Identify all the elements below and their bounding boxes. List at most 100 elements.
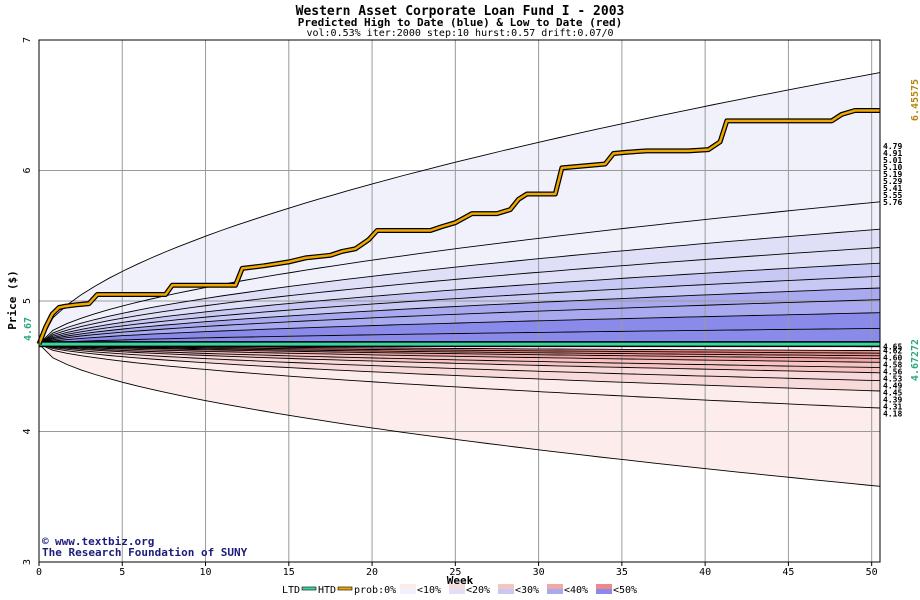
- chart-subtitle: Predicted High to Date (blue) & Low to D…: [297, 16, 623, 29]
- quantile-lines: [38, 72, 881, 487]
- x-tick-label: 5: [119, 567, 125, 578]
- chart-parameters: vol:0.53% iter:2000 step:10 hurst:0.57 d…: [306, 28, 614, 39]
- quantile-end-label: 5.41: [883, 184, 902, 193]
- upper-band-4: [39, 263, 880, 345]
- legend-swatch-blue-0: [400, 589, 416, 594]
- legend-label-band-0: <10%: [417, 585, 441, 596]
- upper-band-1: [39, 201, 880, 345]
- lower-band-6: [39, 344, 880, 363]
- quantile-line-20: [38, 343, 881, 354]
- y-axis-label: Price ($): [6, 270, 19, 330]
- x-tick-label: 50: [866, 567, 878, 578]
- upper-band-2: [39, 229, 880, 345]
- quantile-end-label: 4.39: [883, 396, 902, 405]
- watermark-url: www.textbiz.org: [55, 535, 154, 548]
- quantile-end-label: 4.91: [883, 149, 902, 158]
- quantile-line-19: [38, 343, 881, 357]
- quantile-line-2: [38, 228, 881, 345]
- quantile-line-16: [38, 343, 881, 369]
- quantile-line-13: [38, 343, 881, 392]
- quantile-end-label: 4.18: [883, 410, 902, 419]
- legend-label-band-1: <20%: [466, 585, 490, 596]
- legend-label-ltd: LTD: [282, 585, 300, 596]
- quantile-end-label: 4.49: [883, 382, 902, 391]
- quantile-line-5: [38, 275, 881, 345]
- quantile-end-label: 4.31: [883, 403, 902, 412]
- watermark-org: The Research Foundation of SUNY: [42, 546, 248, 559]
- chart-title: Western Asset Corporate Loan Fund I - 20…: [295, 4, 625, 19]
- quantile-end-label: 4.65: [883, 343, 902, 352]
- y-tick-label: 6: [22, 167, 33, 173]
- x-tick-label: 25: [449, 567, 461, 578]
- quantile-line-11: [38, 343, 881, 487]
- legend-swatch-red-3: [547, 584, 563, 589]
- quantile-line-0: [38, 72, 881, 345]
- ltd-value-label: 4.67272: [910, 339, 920, 381]
- upper-band-3: [39, 247, 880, 345]
- quantile-line-7: [38, 299, 881, 345]
- quantile-line-14: [38, 343, 881, 382]
- start-price-label: 4.67: [23, 317, 34, 341]
- legend-swatch-blue-3: [547, 589, 563, 594]
- quantile-line-4: [38, 262, 881, 345]
- quantile-line-6: [38, 287, 881, 345]
- quantile-end-label: 5.19: [883, 170, 902, 179]
- y-tick-label: 7: [22, 37, 33, 43]
- y-tick-label: 5: [22, 298, 33, 304]
- plot-frame: [38, 39, 881, 563]
- legend-label-band-3: <40%: [564, 585, 588, 596]
- quantile-end-label: 5.76: [883, 198, 902, 207]
- quantile-line-17: [38, 343, 881, 363]
- legend-swatch-red-1: [449, 584, 465, 589]
- quantile-line-1: [38, 201, 881, 345]
- htd-value-label: 6.45575: [910, 79, 920, 121]
- quantile-end-label: 5.10: [883, 163, 902, 172]
- legend-swatch-htd: [337, 586, 353, 591]
- lower-band-5: [39, 344, 880, 368]
- legend-swatch-blue-2: [498, 589, 514, 594]
- htd-line: [37, 109, 880, 345]
- quantile-line-18: [38, 343, 881, 359]
- quantile-end-label: 5.55: [883, 191, 902, 200]
- quantile-line-15: [38, 343, 881, 374]
- legend-swatch-red-0: [400, 584, 416, 589]
- legend-swatch-red-4: [596, 584, 612, 589]
- upper-band-6: [39, 288, 880, 345]
- quantile-end-label: 4.53: [883, 375, 902, 384]
- quantile-end-labels: 4.65 5.765.555.415.295.195.105.014.914.79…: [883, 142, 902, 419]
- upper-band-7: [39, 299, 880, 345]
- x-tick-label: 40: [699, 567, 711, 578]
- legend-label-band-2: <30%: [515, 585, 539, 596]
- legend-swatch-ltd: [301, 586, 317, 591]
- x-tick-label: 10: [200, 567, 212, 578]
- legend-swatch-red-2: [498, 584, 514, 589]
- legend-label-band-4: <50%: [613, 585, 637, 596]
- quantile-end-label: 4.60: [883, 354, 902, 363]
- quantile-line-8: [38, 312, 881, 345]
- quantile-end-label: 4.79: [883, 142, 902, 151]
- lower-band-4: [39, 344, 880, 373]
- legend-swatch-blue-4: [596, 589, 612, 594]
- y-tick-label: 3: [22, 559, 33, 565]
- lower-band-3: [39, 344, 880, 381]
- quantile-end-label: 5.01: [883, 156, 902, 165]
- lower-band-2: [39, 344, 880, 391]
- legend-swatch-blue-1: [449, 589, 465, 594]
- x-tick-label: 35: [616, 567, 628, 578]
- copyright-symbol: ©: [42, 535, 49, 548]
- quantile-end-label: 4.62: [883, 347, 902, 356]
- y-tick-label: 4: [22, 428, 33, 434]
- quantile-line-3: [38, 247, 881, 345]
- quantile-line-9: [38, 327, 881, 345]
- x-tick-label: 30: [533, 567, 545, 578]
- quantile-end-label: 4.58: [883, 361, 902, 370]
- quantile-end-label: 5.29: [883, 177, 902, 186]
- legend-label-prob: prob:0%: [354, 585, 396, 596]
- x-tick-label: 15: [283, 567, 295, 578]
- quantile-end-label: 4.45: [883, 389, 902, 398]
- upper-band-0: [39, 72, 880, 345]
- legend-label-htd: HTD: [318, 585, 336, 596]
- x-tick-label: 0: [36, 567, 42, 578]
- price-series: [36, 108, 880, 348]
